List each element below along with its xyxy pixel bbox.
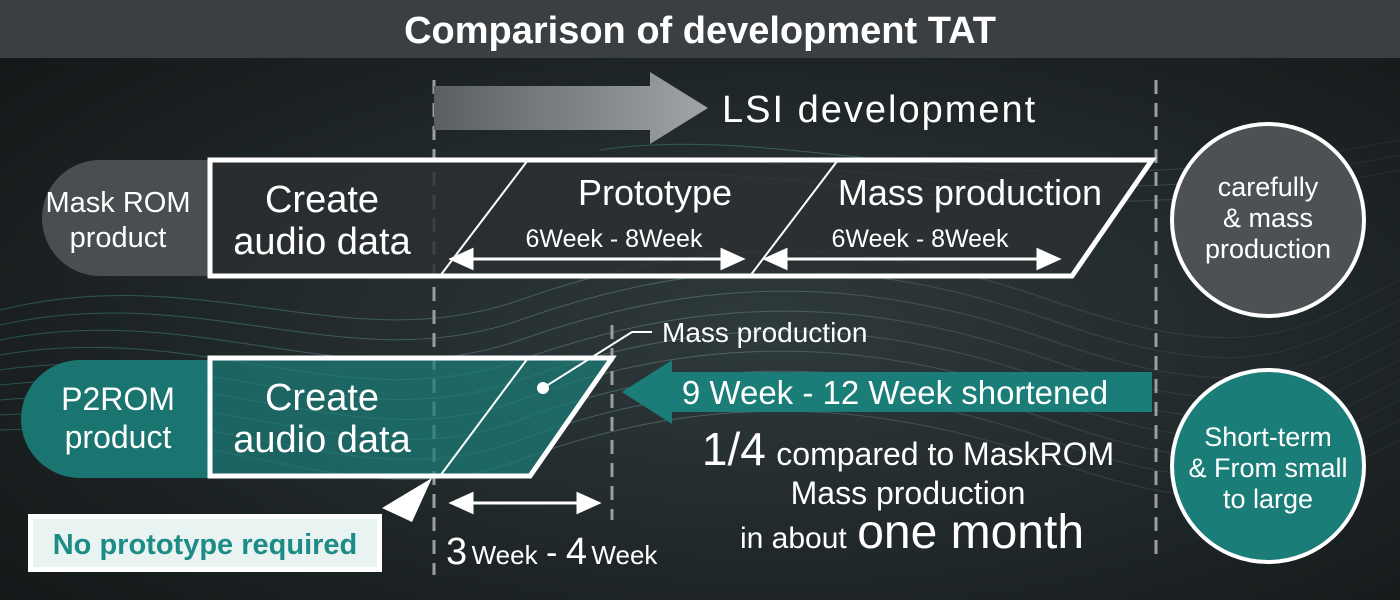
p2rom-process-bar [207, 355, 617, 479]
mask-rom-label-pill [42, 160, 210, 276]
dur-unit2: Week [591, 540, 658, 570]
ratio-line: 1/4 compared to MaskROM [702, 423, 1114, 475]
dur-num2: 4 [566, 531, 587, 573]
mass-production-duration: 6Week - 8Week [832, 225, 1009, 253]
mask-badge-line1: carefully [1218, 172, 1319, 202]
prototype-duration: 6Week - 8Week [526, 225, 703, 253]
p2rom-badge-line2: & From small [1188, 453, 1347, 483]
p2rom-create-line2: audio data [233, 419, 411, 461]
p2rom-divider [439, 357, 529, 477]
prototype-duration-arrow [448, 247, 746, 271]
lsi-development-label: LSI development [722, 89, 1037, 131]
mass-production-callout: Mass production [662, 317, 867, 348]
dur-unit1: Week [472, 540, 539, 570]
p2rom-label-pill [21, 360, 210, 478]
ratio-rest: compared to MaskROM [776, 436, 1114, 472]
callout-leader-line [542, 331, 652, 389]
p2rom-badge [1170, 368, 1366, 564]
mask-rom-label-line2: product [70, 222, 167, 254]
diagram-title: Comparison of development TAT [404, 10, 996, 52]
title-bar [0, 0, 1400, 58]
mass-production-line: Mass production [791, 475, 1026, 511]
shortened-label: 9 Week - 12 Week shortened [682, 374, 1108, 411]
shortened-arrow [622, 360, 1152, 424]
p2rom-badge-line1: Short-term [1204, 422, 1332, 452]
mask-badge-line3: production [1205, 234, 1331, 264]
dur-dash: - [546, 534, 557, 572]
prototype-label: Prototype [578, 172, 732, 213]
no-prototype-box [33, 519, 377, 567]
mask-badge-line2: & mass [1223, 203, 1313, 233]
mask-rom-divider-2 [749, 159, 839, 277]
dur-num1: 3 [446, 531, 467, 573]
p2rom-create-line1: Create [265, 377, 379, 419]
p2rom-label-line2: product [65, 419, 172, 455]
p2rom-badge-line3: to large [1223, 484, 1313, 514]
about-line: in about one month [740, 506, 1084, 559]
p2rom-duration-arrow [448, 491, 602, 515]
mask-create-line1: Create [265, 179, 379, 221]
mask-rom-label-line1: Mask ROM [46, 187, 191, 219]
p2rom-duration-label: 3 Week - 4 Week [446, 531, 658, 573]
ratio-big: 1/4 [702, 423, 766, 475]
mask-mass-production-label: Mass production [838, 172, 1102, 213]
p2rom-label-line1: P2ROM [61, 381, 175, 417]
no-prototype-label: No prototype required [53, 529, 358, 561]
mask-rom-badge [1170, 122, 1366, 318]
mass-duration-arrow [762, 247, 1062, 271]
about-small: in about [740, 522, 847, 555]
no-prototype-pointer [382, 478, 432, 522]
about-big: one month [857, 506, 1084, 559]
lsi-development-arrow [434, 72, 708, 144]
mask-create-line2: audio data [233, 221, 411, 263]
